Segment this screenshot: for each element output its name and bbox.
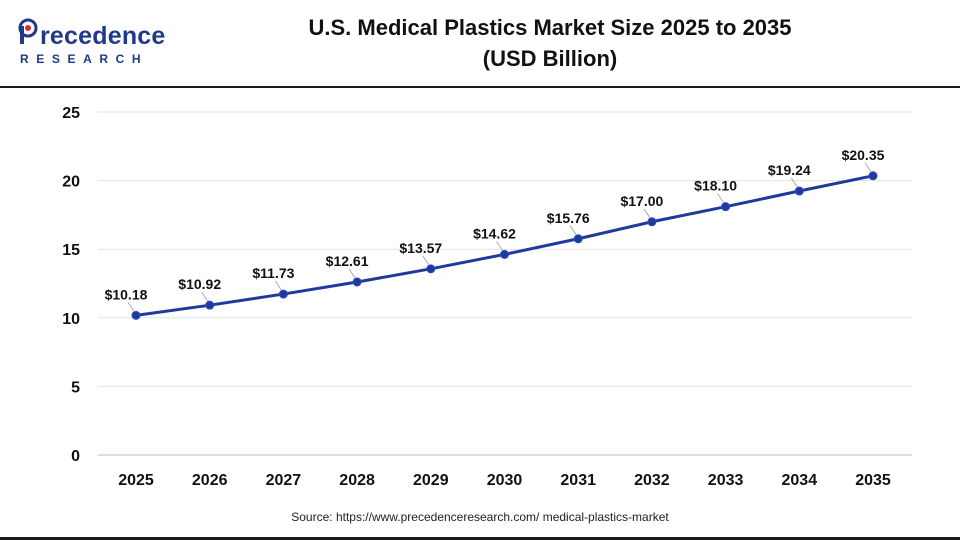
data-label: $17.00 — [620, 193, 663, 209]
data-point — [573, 234, 583, 244]
data-point — [352, 277, 362, 287]
data-point — [131, 310, 141, 320]
data-label: $10.18 — [105, 286, 148, 302]
header-divider — [0, 86, 960, 88]
title-line-1: U.S. Medical Plastics Market Size 2025 t… — [308, 15, 792, 40]
data-point — [426, 264, 436, 274]
data-point — [500, 249, 509, 259]
label-leader — [201, 291, 209, 302]
x-tick-label: 2028 — [339, 472, 375, 489]
y-tick-label: 10 — [62, 311, 80, 328]
label-leader — [864, 162, 872, 173]
y-tick-label: 20 — [62, 174, 80, 191]
x-tick-label: 2030 — [487, 472, 523, 489]
y-tick-label: 15 — [62, 242, 80, 259]
label-leader — [790, 177, 798, 188]
data-label: $20.35 — [842, 147, 885, 163]
data-point — [205, 300, 215, 310]
header: recedence RESEARCH U.S. Medical Plastics… — [0, 0, 960, 86]
data-label: $14.62 — [473, 225, 516, 241]
label-leader — [422, 255, 430, 266]
x-tick-label: 2025 — [118, 472, 154, 489]
x-tick-label: 2034 — [782, 472, 818, 489]
label-leader — [496, 241, 503, 251]
brand-subtitle: RESEARCH — [20, 52, 149, 66]
page-title: U.S. Medical Plastics Market Size 2025 t… — [240, 12, 860, 74]
x-tick-label: 2035 — [855, 472, 891, 489]
y-tick-label: 25 — [62, 105, 80, 122]
x-tick-label: 2033 — [708, 472, 744, 489]
x-tick-label: 2027 — [266, 472, 302, 489]
data-point — [868, 171, 878, 181]
data-point — [794, 186, 804, 196]
x-tick-label: 2029 — [413, 472, 449, 489]
label-leader — [717, 193, 724, 203]
data-label: $10.92 — [178, 276, 221, 292]
data-label: $13.57 — [399, 240, 442, 256]
x-tick-label: 2032 — [634, 472, 670, 489]
series-line — [135, 174, 874, 317]
data-label: $19.24 — [768, 162, 811, 178]
data-point — [721, 202, 731, 212]
data-label: $12.61 — [326, 253, 369, 269]
title-line-2: (USD Billion) — [482, 46, 618, 71]
data-label: $18.10 — [694, 178, 737, 194]
data-point — [647, 217, 657, 227]
data-label: $11.73 — [252, 265, 294, 281]
brand-name: recedence — [40, 22, 166, 50]
data-point — [278, 289, 288, 299]
label-leader — [643, 208, 651, 218]
logo: recedence RESEARCH — [18, 14, 168, 70]
label-leader — [127, 302, 135, 312]
y-tick-label: 5 — [71, 379, 80, 396]
x-tick-label: 2031 — [560, 472, 596, 489]
data-label: $15.76 — [547, 210, 590, 226]
brand-logo-mark — [18, 18, 38, 44]
source-note: Source: https://www.precedenceresearch.c… — [291, 510, 669, 524]
x-tick-label: 2026 — [192, 472, 228, 489]
label-leader — [348, 268, 356, 279]
label-leader — [275, 280, 282, 291]
y-tick-label: 0 — [71, 448, 80, 465]
label-leader — [569, 225, 577, 235]
bottom-border — [0, 537, 960, 540]
